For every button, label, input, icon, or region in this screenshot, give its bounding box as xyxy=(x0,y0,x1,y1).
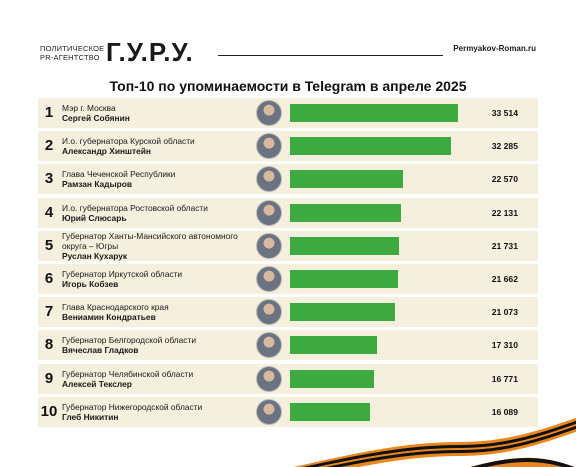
row-label: Глава Чеченской Республики Рамзан Кадыров xyxy=(62,164,258,194)
official-name: Александр Хинштейн xyxy=(62,146,151,157)
row-label: Губернатор Нижегородской области Глеб Ник… xyxy=(62,397,258,427)
chart-title: Топ-10 по упоминаемости в Telegram в апр… xyxy=(109,78,467,94)
data-label: 17 310 xyxy=(491,340,518,351)
avatar xyxy=(256,133,282,160)
rank-number: 6 xyxy=(44,269,54,287)
official-name: Вениамин Кондратьев xyxy=(62,312,156,323)
st-george-ribbon xyxy=(293,417,576,467)
bar xyxy=(290,336,377,355)
row-label: И.о. губернатора Ростовской области Юрий … xyxy=(62,198,258,228)
official-position: Глава Краснодарского края xyxy=(62,302,169,313)
table-row: 8 Губернатор Белгородской области Вячеслав… xyxy=(38,330,538,361)
bar xyxy=(290,137,452,156)
avatar xyxy=(256,100,282,126)
official-name: Юрий Слюсарь xyxy=(62,212,127,223)
bar xyxy=(290,269,399,288)
agency-tagline-line2: PR-АГЕНТСТВО xyxy=(40,53,100,62)
table-row: 5 Губернатор Ханты-Мансийского автономног… xyxy=(38,230,538,261)
rank-number: 10 xyxy=(40,402,58,420)
row-label: Губернатор Челябинской области Алексей Те… xyxy=(62,364,258,394)
official-position: Губернатор Иркутской области xyxy=(62,268,183,279)
row-label: Мэр г. Москва Сергей Собянин xyxy=(62,98,258,128)
rank-number: 2 xyxy=(44,137,54,155)
table-row: 4 И.о. губернатора Ростовской области Юрий… xyxy=(38,197,538,228)
data-label: 22 570 xyxy=(491,174,518,185)
data-label: 33 514 xyxy=(491,108,518,118)
official-position: Глава Чеченской Республики xyxy=(62,169,176,180)
site-link[interactable]: Permyakov-Roman.ru xyxy=(453,44,536,53)
avatar xyxy=(256,299,282,326)
bar xyxy=(290,170,403,189)
rank-number: 4 xyxy=(44,203,54,221)
row-label: Губернатор Иркутской области Игорь Кобзев xyxy=(62,264,258,294)
data-label: 21 662 xyxy=(491,273,518,284)
data-label: 21 073 xyxy=(491,307,518,318)
bar xyxy=(290,203,401,222)
row-label: Губернатор Ханты-Мансийского автономного… xyxy=(62,231,258,261)
data-label: 16 771 xyxy=(491,373,518,384)
rank-number: 5 xyxy=(44,236,54,254)
table-row: 7 Глава Краснодарского края Вениамин Кондр… xyxy=(38,297,538,328)
official-position: Губернатор Челябинской области xyxy=(62,368,194,379)
agency-tagline-line1: ПОЛИТИЧЕСКОЕ xyxy=(40,44,105,53)
rank-number: 9 xyxy=(44,369,54,387)
official-position: Губернатор Ханты-Мансийского автономного… xyxy=(62,230,238,251)
table-row: 10 Губернатор Нижегородской области Глеб Н… xyxy=(38,396,538,427)
official-position: И.о. губернатора Курской области xyxy=(62,136,195,147)
data-label: 32 285 xyxy=(491,141,518,152)
bar xyxy=(290,104,458,122)
data-label: 16 089 xyxy=(491,406,518,417)
official-name: Руслан Кухарук xyxy=(62,250,128,261)
official-position: Губернатор Белгородской области xyxy=(62,335,196,346)
row-label: Губернатор Белгородской области Вячеслав … xyxy=(62,330,258,360)
header: ПОЛИТИЧЕСКОЕ PR-АГЕНТСТВО Г.У.Р.У. Permy… xyxy=(40,37,540,68)
ranking-list: 1 Мэр г. Москва Сергей Собянин 33 514 2 И.о. … xyxy=(38,98,538,430)
official-name: Вячеслав Гладков xyxy=(62,345,139,356)
rank-number: 8 xyxy=(44,336,54,354)
avatar xyxy=(256,365,282,392)
avatar xyxy=(256,398,282,425)
official-position: Губернатор Нижегородской области xyxy=(62,401,203,412)
official-name: Сергей Собянин xyxy=(62,113,130,123)
bar xyxy=(290,236,399,255)
row-label: Глава Краснодарского края Вениамин Кондра… xyxy=(62,297,258,327)
official-name: Глеб Никитин xyxy=(62,411,119,422)
rank-number: 3 xyxy=(44,170,54,188)
rank-number: 7 xyxy=(44,303,54,321)
avatar xyxy=(256,166,282,193)
header-divider xyxy=(218,55,443,56)
avatar xyxy=(256,232,282,259)
official-name: Игорь Кобзев xyxy=(62,278,119,289)
table-row: 6 Губернатор Иркутской области Игорь Кобзе… xyxy=(38,263,538,294)
bar xyxy=(290,402,371,421)
official-name: Рамзан Кадыров xyxy=(62,179,133,190)
table-row: 1 Мэр г. Москва Сергей Собянин 33 514 xyxy=(38,98,538,128)
avatar xyxy=(256,199,282,226)
data-label: 22 131 xyxy=(491,207,518,218)
official-position: Мэр г. Москва xyxy=(62,103,116,113)
agency-logo: Г.У.Р.У. xyxy=(106,37,194,67)
agency-tagline: ПОЛИТИЧЕСКОЕ PR-АГЕНТСТВО xyxy=(40,44,104,62)
rank-number: 1 xyxy=(44,104,54,121)
avatar xyxy=(256,265,282,292)
data-label: 21 731 xyxy=(491,240,518,251)
official-name: Алексей Текслер xyxy=(62,378,132,389)
table-row: 2 И.о. губернатора Курской области Алексан… xyxy=(38,131,538,162)
table-row: 3 Глава Чеченской Республики Рамзан Кадыро… xyxy=(38,164,538,195)
bar xyxy=(290,369,374,388)
row-label: И.о. губернатора Курской области Александ… xyxy=(62,131,258,161)
official-position: И.о. губернатора Ростовской области xyxy=(62,202,208,213)
bar xyxy=(290,303,396,322)
table-row: 9 Губернатор Челябинской области Алексей Т… xyxy=(38,363,538,394)
avatar xyxy=(256,332,282,359)
